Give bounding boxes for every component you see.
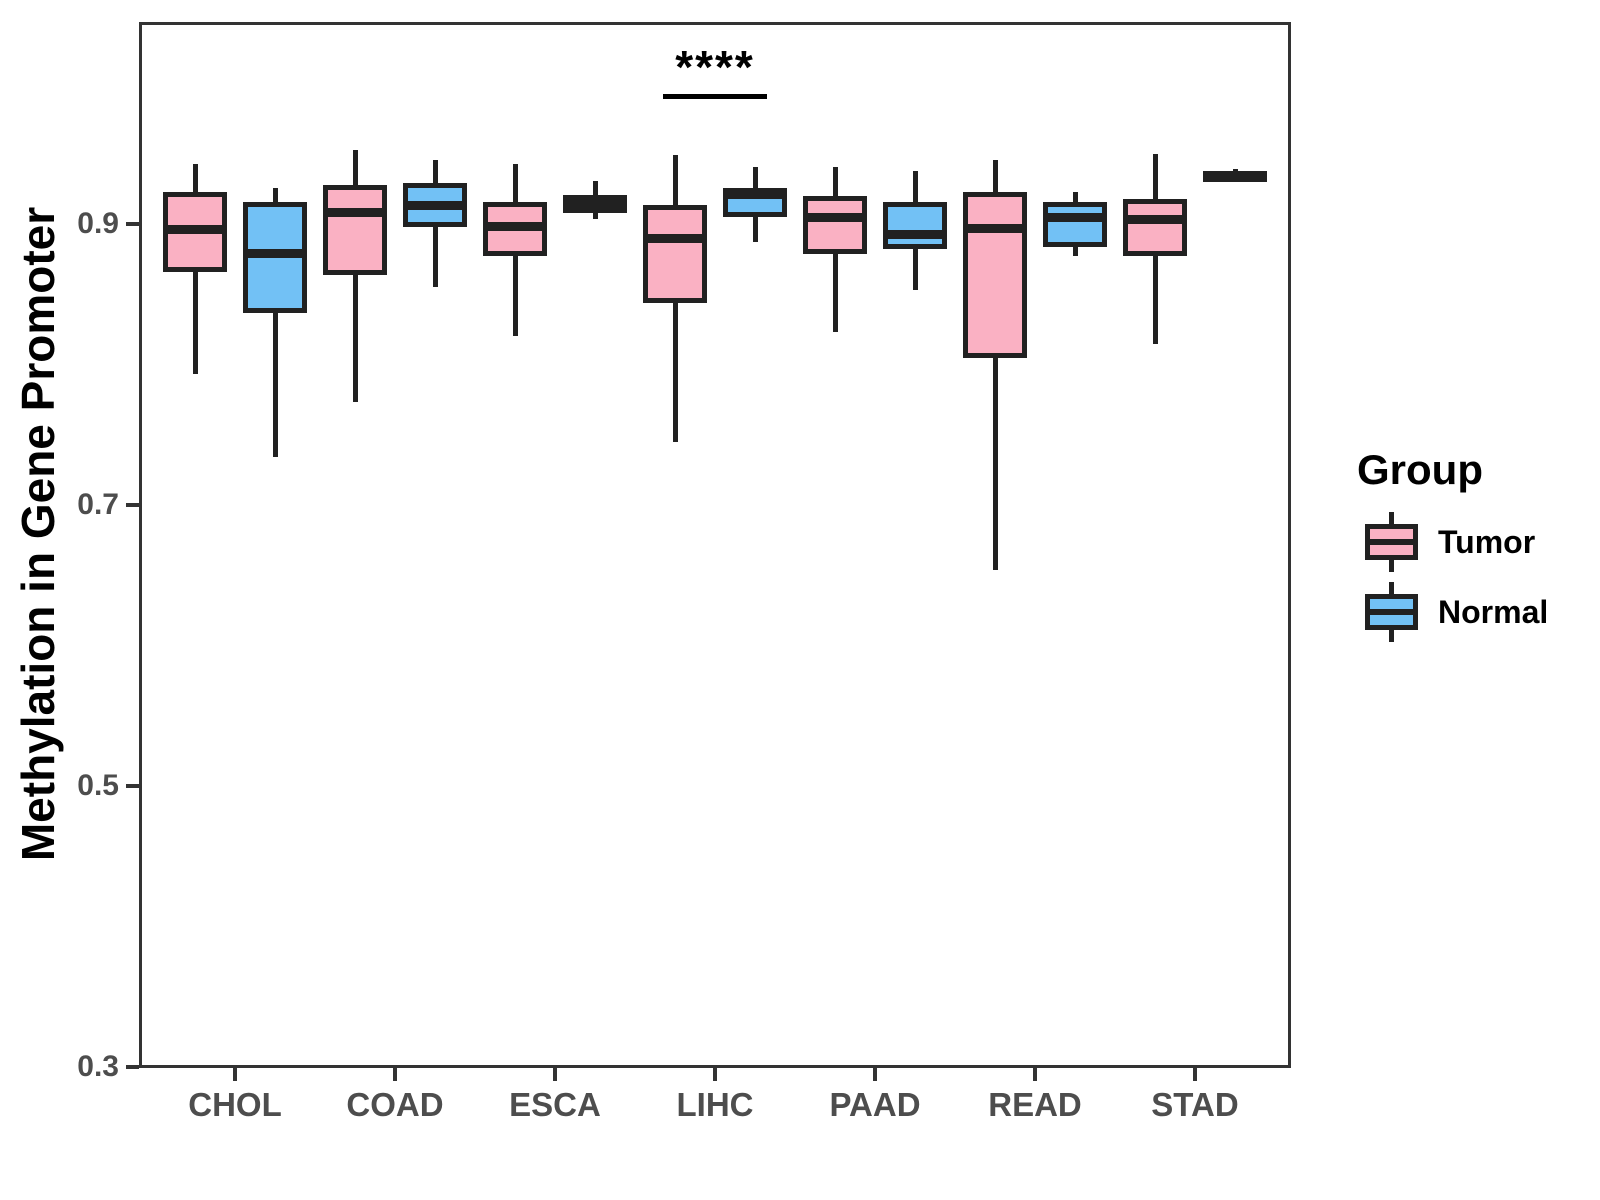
legend-key-median-normal — [1365, 609, 1418, 615]
legend-label-tumor: Tumor — [1438, 524, 1536, 560]
plot-panel — [139, 22, 1291, 1068]
boxplot-whisker-coad-tumor — [352, 149, 358, 403]
boxplot-median-stad-normal — [1203, 170, 1267, 180]
boxplot-box-stad-tumor — [1123, 198, 1187, 257]
x-tick-mark-stad — [1193, 1068, 1197, 1081]
x-tick-label-stad: STAD — [1151, 1086, 1239, 1123]
y-tick-mark-0.9 — [126, 222, 139, 227]
boxplot-median-lihc-tumor — [643, 233, 707, 243]
x-tick-mark-paad — [873, 1068, 877, 1081]
x-tick-mark-esca — [553, 1068, 557, 1081]
boxplot-median-coad-normal — [403, 201, 467, 211]
boxplot-median-read-normal — [1043, 212, 1107, 222]
boxplot-whisker-read-tumor — [992, 159, 998, 570]
boxplot-median-esca-tumor — [483, 222, 547, 232]
x-tick-mark-lihc — [713, 1068, 717, 1081]
boxplot-median-chol-normal — [243, 249, 307, 259]
x-tick-mark-read — [1033, 1068, 1037, 1081]
y-tick-mark-0.3 — [126, 1064, 139, 1069]
boxplot-box-read-normal — [1043, 201, 1107, 247]
boxplot-box-paad-tumor — [803, 196, 867, 254]
significance-stars: **** — [675, 40, 755, 93]
x-tick-label-esca: ESCA — [509, 1086, 601, 1123]
boxplot-box-read-tumor — [963, 191, 1027, 358]
x-tick-mark-coad — [393, 1068, 397, 1081]
y-tick-mark-0.7 — [126, 502, 139, 507]
boxplot-median-read-tumor — [963, 223, 1027, 233]
boxplot-box-lihc-tumor — [643, 204, 707, 303]
boxplot-median-chol-tumor — [163, 225, 227, 235]
x-tick-label-lihc: LIHC — [676, 1086, 754, 1123]
y-tick-label-0.9: 0.9 — [77, 207, 119, 241]
y-tick-label-0.7: 0.7 — [77, 487, 119, 521]
boxplot-median-stad-tumor — [1123, 215, 1187, 225]
x-tick-label-paad: PAAD — [829, 1086, 921, 1123]
boxplot-whisker-chol-normal — [272, 187, 278, 458]
boxplot-median-esca-normal — [563, 198, 627, 208]
boxplot-median-paad-normal — [883, 229, 947, 239]
boxplot-box-paad-normal — [883, 201, 947, 250]
x-tick-label-coad: COAD — [346, 1086, 444, 1123]
significance-bracket — [663, 93, 767, 99]
boxplot-median-lihc-normal — [723, 190, 787, 200]
boxplot-median-coad-tumor — [323, 208, 387, 218]
x-tick-mark-chol — [233, 1068, 237, 1081]
x-tick-label-read: READ — [988, 1086, 1082, 1123]
boxplot-median-paad-tumor — [803, 212, 867, 222]
x-tick-label-chol: CHOL — [188, 1086, 282, 1123]
legend-label-normal: Normal — [1438, 594, 1549, 630]
boxplot-box-coad-tumor — [323, 184, 387, 275]
y-tick-label-0.3: 0.3 — [77, 1049, 119, 1083]
y-tick-label-0.5: 0.5 — [77, 768, 119, 802]
legend-title: Group — [1357, 446, 1483, 493]
legend-key-median-tumor — [1365, 539, 1418, 545]
y-tick-mark-0.5 — [126, 783, 139, 788]
